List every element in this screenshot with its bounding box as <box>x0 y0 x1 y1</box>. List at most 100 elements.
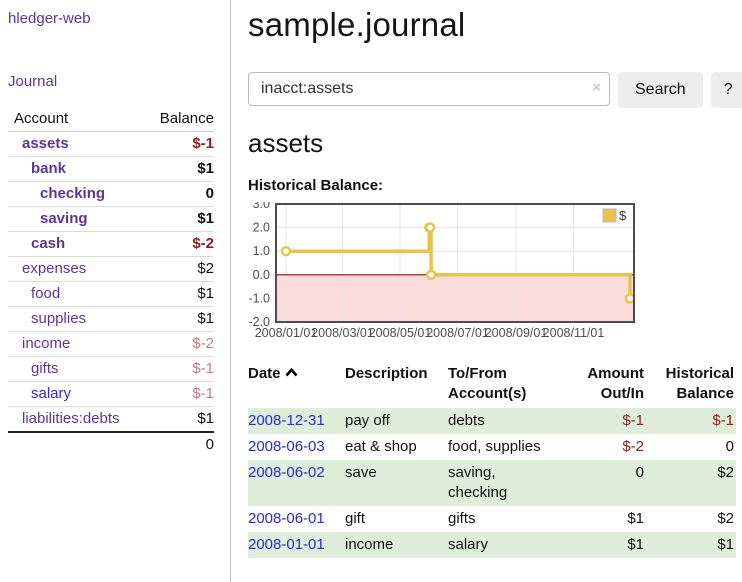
register-accounts-cell: gifts <box>448 510 476 527</box>
search-button[interactable]: Search <box>618 72 703 108</box>
register-date-cell: 2008-12-31 <box>248 408 345 434</box>
chart-title: Historical Balance: <box>248 177 384 194</box>
sort-ascending-icon <box>285 368 297 377</box>
register-header-date-label: Date <box>248 365 281 382</box>
y-tick-label: 1.0 <box>253 244 270 258</box>
account-link[interactable]: bank <box>31 160 67 177</box>
x-tick-label: 2008/11/01 <box>543 326 605 340</box>
register-date-cell: 2008-06-02 <box>248 460 345 506</box>
account-row: food $1 <box>8 281 214 307</box>
register-balance-cell: $1 <box>717 536 734 553</box>
account-balance: $1 <box>141 406 214 433</box>
account-row: saving $1 <box>8 206 214 232</box>
sidebar-item-journal[interactable]: Journal <box>8 73 58 90</box>
page-title: sample.journal <box>248 6 466 43</box>
account-balance: $-1 <box>141 131 214 157</box>
account-row: supplies $1 <box>8 306 214 332</box>
account-name-cell: saving <box>8 206 142 232</box>
account-row: income $-2 <box>8 331 214 357</box>
clear-search-icon[interactable]: × <box>592 79 601 96</box>
register-description-cell: pay off <box>345 412 390 429</box>
transaction-date-link[interactable]: 2008-01-01 <box>248 536 325 553</box>
account-balance: $1 <box>141 206 214 232</box>
legend-label: $ <box>619 208 627 223</box>
register-description-cell: save <box>345 464 377 481</box>
transaction-date-link[interactable]: 2008-06-01 <box>248 510 325 527</box>
register-header-balance: Historical Balance <box>665 365 734 402</box>
register-row: 2008-06-03 eat & shop food, supplies $-2 0 <box>248 434 736 460</box>
account-name-cell: food <box>8 281 142 307</box>
account-link[interactable]: food <box>31 285 61 302</box>
x-tick-label: 2008/07/01 <box>426 326 489 340</box>
register-header-description: Description <box>345 365 428 382</box>
account-link[interactable]: income <box>22 335 71 352</box>
search-form: × Search ? <box>248 72 742 108</box>
data-point[interactable] <box>624 293 636 304</box>
register-balance-cell: $2 <box>717 464 734 481</box>
register-row: 2008-06-02 save saving, checking 0 $2 <box>248 460 736 506</box>
data-point[interactable] <box>424 222 436 233</box>
register-accounts-cell: saving, checking <box>448 464 508 501</box>
help-button[interactable]: ? <box>710 72 742 108</box>
account-row: expenses $2 <box>8 256 214 282</box>
account-link[interactable]: gifts <box>31 360 59 377</box>
x-tick-label: 2008/03/01 <box>311 326 374 340</box>
register-amount-cell: 0 <box>635 464 644 481</box>
register-date-cell: 2008-06-01 <box>248 506 345 532</box>
transaction-date-link[interactable]: 2008-12-31 <box>248 412 325 429</box>
register-amount-cell: $-1 <box>622 412 644 429</box>
account-name-cell: liabilities:debts <box>8 406 142 433</box>
search-input[interactable] <box>248 72 610 106</box>
register-amount-cell: $1 <box>627 536 644 553</box>
accounts-total-value: 0 <box>8 431 214 457</box>
account-balance: $-2 <box>141 331 214 357</box>
account-name-cell: salary <box>8 381 142 407</box>
account-row: assets $-1 <box>8 131 214 157</box>
chart-frame <box>275 203 635 323</box>
register-header-date[interactable]: Date <box>248 362 345 408</box>
account-row: gifts $-1 <box>8 356 214 382</box>
register-row: 2008-12-31 pay off debts $-1 $-1 <box>248 408 736 434</box>
account-link[interactable]: salary <box>31 385 72 402</box>
register-row: 2008-06-01 gift gifts $1 $2 <box>248 506 736 532</box>
register-accounts-cell: salary <box>448 536 489 553</box>
account-name-cell: gifts <box>8 356 142 382</box>
account-name-cell: bank <box>8 156 142 182</box>
account-name-cell: assets <box>8 131 142 157</box>
register-date-cell: 2008-01-01 <box>248 532 345 558</box>
account-name-cell: supplies <box>8 306 142 332</box>
account-link[interactable]: assets <box>22 135 69 152</box>
account-link[interactable]: expenses <box>22 260 87 277</box>
account-row: bank $1 <box>8 156 214 182</box>
account-link[interactable]: checking <box>40 185 106 202</box>
account-link[interactable]: supplies <box>31 310 87 327</box>
account-name-cell: checking <box>8 181 142 207</box>
account-link[interactable]: saving <box>40 210 88 227</box>
register-header-amount: Amount Out/In <box>587 365 644 402</box>
account-balance: $1 <box>141 281 214 307</box>
legend-swatch <box>602 208 617 223</box>
x-tick-label: 2008/01/01 <box>255 326 318 340</box>
register-amount-cell: $-2 <box>622 438 644 455</box>
register-accounts-cell: food, supplies <box>448 438 541 455</box>
transaction-date-link[interactable]: 2008-06-03 <box>248 438 325 455</box>
y-tick-label: 3.0 <box>253 202 270 211</box>
accounts-header-row: Account Balance <box>8 107 214 132</box>
register-balance-cell: 0 <box>725 438 734 455</box>
historical-balance-chart[interactable]: 2008/01/01 2008/03/01 2008/05/01 2008/07/01… <box>248 197 640 340</box>
account-link[interactable]: cash <box>31 235 66 252</box>
search-input-wrap: × <box>248 72 610 108</box>
x-tick-label: 2008/05/01 <box>369 326 432 340</box>
data-point[interactable] <box>425 269 437 281</box>
accounts-balance-table: Account Balance assets $-1 bank $1 checking 0… <box>8 107 214 457</box>
account-link[interactable]: liabilities:debts <box>22 410 120 427</box>
account-balance: 0 <box>141 181 214 207</box>
transaction-date-link[interactable]: 2008-06-02 <box>248 464 325 481</box>
app-title-link[interactable]: hledger-web <box>8 10 91 27</box>
data-point[interactable] <box>280 246 292 257</box>
account-name-cell: expenses <box>8 256 142 282</box>
x-tick-label: 2008/09/01 <box>485 326 548 340</box>
register-header-accounts: To/From Account(s) <box>448 365 527 402</box>
chart-svg: 2008/01/012008/03/012008/05/012008/07/01… <box>248 197 636 340</box>
